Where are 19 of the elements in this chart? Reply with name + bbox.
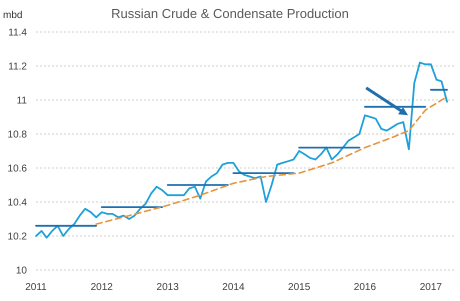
y-tick-label: 11.2 (8, 62, 28, 72)
y-axis-title: mbd (3, 10, 22, 21)
y-tick-label: 10.4 (8, 198, 28, 208)
line-series (35, 62, 448, 239)
x-tick-label: 2013 (156, 282, 180, 293)
x-tick-label: 2015 (288, 282, 311, 293)
y-tick-label: 10.2 (8, 232, 28, 242)
y-tick-label: 11 (16, 96, 28, 106)
x-tick-label: 2017 (420, 282, 442, 293)
y-tick-label: 10.8 (8, 130, 28, 140)
y-tick-label: 10 (16, 266, 28, 276)
x-tick-label: 2012 (90, 282, 114, 293)
x-tick-label: 2016 (354, 282, 376, 293)
y-tick-label: 10.6 (8, 164, 28, 174)
x-tick-label: 2011 (25, 282, 48, 293)
chart-title: Russian Crude & Condensate Production (111, 6, 349, 21)
line-series (95, 96, 448, 225)
y-tick-label: 11.4 (8, 28, 28, 38)
x-tick-label: 2014 (222, 282, 245, 293)
